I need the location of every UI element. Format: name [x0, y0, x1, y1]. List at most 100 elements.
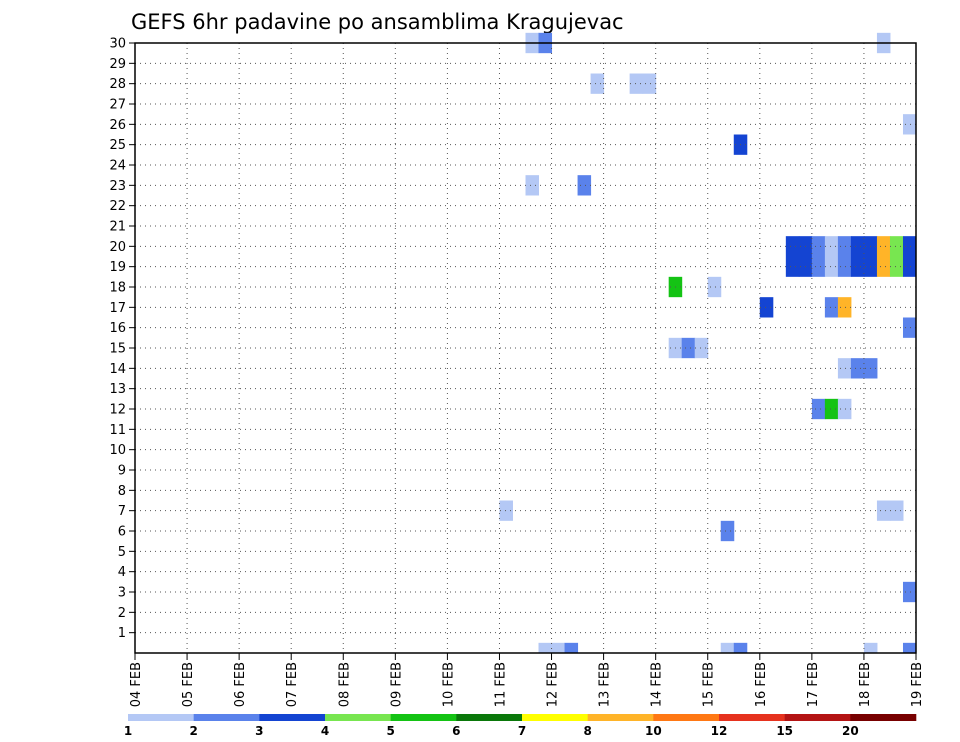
y-tick-label: 16 [109, 321, 126, 336]
grid-lines [135, 43, 916, 653]
precip-cell [902, 581, 917, 603]
y-tick-label: 2 [118, 606, 126, 621]
precip-cell [876, 236, 891, 257]
precip-cell [824, 256, 839, 277]
precip-cell [889, 500, 904, 521]
y-tick-label: 10 [109, 443, 126, 458]
colorbar-swatch [325, 714, 391, 721]
precip-cell [785, 256, 800, 277]
colorbar-swatch [456, 714, 523, 721]
y-tick-label: 11 [109, 423, 126, 438]
precip-cell [850, 256, 865, 277]
precip-cell [837, 236, 852, 257]
y-tick-label: 30 [109, 37, 126, 52]
precip-cell [499, 500, 513, 521]
precip-cell [811, 236, 826, 257]
x-tick-label: 14 FEB [650, 662, 665, 707]
colorbar-label: 10 [645, 724, 662, 738]
precip-cell [863, 642, 878, 653]
precip-cell [590, 73, 605, 94]
colorbar-swatch [522, 714, 588, 721]
x-tick-label: 07 FEB [285, 662, 300, 707]
x-axis: 04 FEB 05 FEB 06 FEB 07 FEB 08 FEB 09 FEB 10 F… [129, 653, 925, 707]
precip-cell [824, 236, 839, 257]
colorbar-label: 2 [189, 724, 197, 738]
y-tick-label: 24 [109, 159, 126, 174]
colorbar-label: 4 [321, 724, 329, 738]
precip-cell [902, 256, 917, 277]
precip-cell [759, 297, 774, 318]
x-tick-label: 06 FEB [233, 662, 248, 707]
precip-cell [564, 642, 579, 653]
x-tick-label: 08 FEB [337, 662, 352, 707]
precip-cell [837, 358, 852, 379]
colorbar-swatch [193, 714, 260, 721]
y-tick-label: 9 [118, 464, 126, 479]
precip-cell [850, 236, 865, 257]
y-tick-label: 28 [109, 77, 126, 92]
x-tick-label: 19 FEB [910, 662, 925, 707]
y-tick-label: 19 [109, 260, 126, 275]
colorbar-label: 7 [518, 724, 526, 738]
precip-cell [889, 236, 904, 257]
precip-cell [902, 642, 917, 653]
y-tick-label: 15 [109, 342, 126, 357]
y-tick-label: 23 [109, 179, 126, 194]
y-tick-label: 21 [109, 220, 126, 235]
y-tick-label: 7 [118, 504, 126, 519]
colorbar-label: 6 [452, 724, 460, 738]
x-tick-label: 04 FEB [129, 662, 144, 707]
x-tick-label: 15 FEB [702, 662, 717, 707]
y-tick-label: 4 [118, 565, 126, 580]
colorbar-swatch [653, 714, 720, 721]
precip-cell [902, 317, 917, 338]
precip-cell [850, 358, 865, 379]
colorbar-label: 12 [711, 724, 728, 738]
precip-cells [499, 32, 917, 653]
precip-cell [876, 256, 891, 277]
y-tick-label: 1 [118, 626, 126, 641]
precip-cell [720, 642, 735, 653]
x-tick-label: 16 FEB [754, 662, 769, 707]
colorbar-swatch [390, 714, 457, 721]
precip-cell [811, 398, 826, 420]
y-tick-label: 5 [118, 545, 126, 560]
precip-cell [824, 398, 839, 420]
colorbar-label: 3 [255, 724, 263, 738]
x-tick-label: 11 FEB [493, 662, 508, 707]
colorbar-label: 15 [776, 724, 793, 738]
colorbar-swatch [259, 714, 326, 721]
x-tick-label: 12 FEB [546, 662, 561, 707]
precip-cell [694, 337, 709, 359]
x-tick-label: 18 FEB [858, 662, 873, 707]
y-tick-label: 12 [109, 403, 126, 418]
x-tick-label: 13 FEB [598, 662, 613, 707]
x-tick-label: 05 FEB [181, 662, 196, 707]
y-tick-label: 6 [118, 525, 126, 540]
precip-cell [577, 175, 592, 196]
y-axis: 1234567891011121314151617181920212223242… [109, 37, 135, 641]
precip-cell [824, 297, 839, 318]
precip-cell [720, 520, 735, 542]
y-tick-label: 29 [109, 57, 126, 72]
y-tick-label: 18 [109, 281, 126, 296]
colorbar-label: 20 [842, 724, 859, 738]
precip-cell [551, 642, 566, 653]
colorbar-label: 5 [386, 724, 394, 738]
precip-cell [811, 256, 826, 277]
colorbar-swatch [784, 714, 851, 721]
precip-cell [629, 73, 644, 94]
chart-title: GEFS 6hr padavine po ansamblima Kragujev… [131, 10, 624, 34]
y-tick-label: 20 [109, 240, 126, 255]
precip-cell [902, 114, 917, 135]
y-tick-label: 27 [109, 98, 126, 113]
precip-cell [707, 276, 722, 298]
y-tick-label: 3 [118, 586, 126, 601]
colorbar: 1 2 3 4 5 6 7 8 10 12 15 20 [124, 714, 917, 738]
colorbar-swatch [587, 714, 654, 721]
colorbar-label: 8 [583, 724, 591, 738]
precip-cell [642, 73, 657, 94]
y-tick-label: 14 [109, 362, 126, 377]
precip-cell [525, 175, 540, 196]
colorbar-swatch [850, 714, 917, 721]
